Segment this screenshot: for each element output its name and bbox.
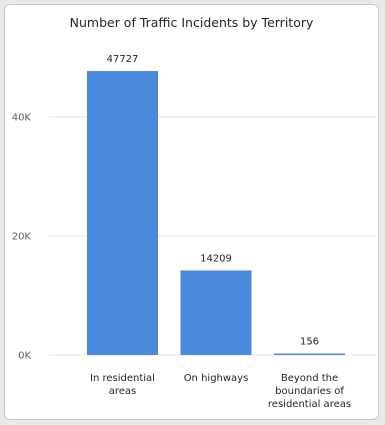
bar — [87, 71, 158, 355]
x-category-label: boundaries of — [275, 386, 344, 397]
data-label: 47727 — [107, 54, 139, 65]
x-category-label: In residential — [90, 373, 155, 384]
y-tick-label: 20K — [12, 232, 32, 243]
x-category-label: Beyond the — [281, 373, 338, 384]
bar — [274, 353, 345, 355]
chart-title: Number of Traffic Incidents by Territory — [69, 15, 314, 30]
bar — [180, 270, 252, 355]
x-category-label: residential areas — [268, 399, 351, 410]
x-category-label: areas — [109, 386, 137, 397]
y-tick-label: 40K — [12, 113, 32, 124]
bar-chart: 0K 20K 40K 47727 In residential areas 14209 On … — [12, 54, 376, 410]
data-label: 156 — [300, 337, 319, 348]
data-label: 14209 — [200, 253, 232, 264]
x-category-label: On highways — [184, 373, 249, 384]
chart-card: Number of Traffic Incidents by Territory… — [4, 4, 379, 420]
y-tick-label: 0K — [18, 351, 31, 362]
